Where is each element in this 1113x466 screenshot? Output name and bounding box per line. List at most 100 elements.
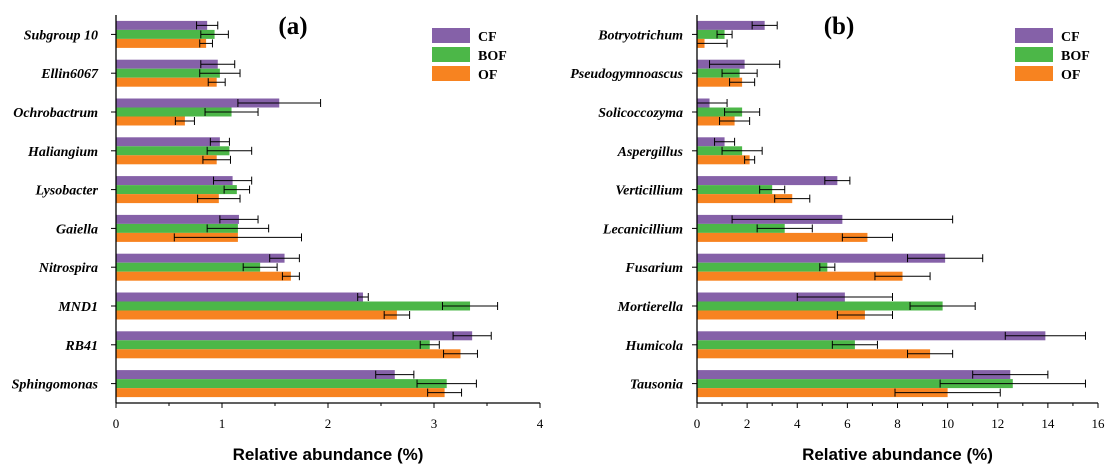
- error-bar: [836, 311, 893, 319]
- legend-label-of: OF: [1061, 68, 1080, 83]
- bar-cf: [116, 59, 218, 69]
- x-tick-label: 14: [1041, 416, 1055, 431]
- x-tick-label: 1: [219, 416, 226, 431]
- error-bar: [909, 302, 976, 310]
- bar-cf: [116, 20, 208, 30]
- error-bar: [199, 69, 241, 78]
- bar-of: [697, 388, 948, 398]
- bar-bof: [116, 185, 237, 195]
- error-bar: [242, 263, 278, 272]
- error-bar: [213, 176, 253, 185]
- legend: CF BOF OF: [432, 28, 507, 83]
- legend-label-cf: CF: [478, 30, 497, 45]
- bar-of: [116, 388, 445, 398]
- bar-bof: [697, 107, 743, 117]
- bar-of: [697, 271, 903, 281]
- bar-of: [116, 77, 217, 87]
- error-bar: [819, 263, 836, 272]
- error-bar: [207, 78, 226, 87]
- legend-swatch-bof: [432, 47, 470, 62]
- error-bar: [223, 185, 251, 194]
- category-label: Humicola: [624, 339, 683, 354]
- bar-bof: [116, 29, 215, 39]
- bar-cf: [116, 253, 285, 263]
- bar-bof: [116, 68, 220, 78]
- category-label: Pseudogymnoascus: [570, 67, 683, 82]
- error-bar: [724, 108, 761, 116]
- bar-bof: [116, 262, 261, 272]
- bar-cf: [116, 214, 239, 224]
- error-bar: [281, 272, 300, 281]
- legend-label-bof: BOF: [1061, 49, 1090, 64]
- error-bar: [375, 370, 415, 379]
- error-bar: [721, 69, 758, 78]
- bar-of: [697, 155, 750, 165]
- x-tick-label: 4: [537, 416, 544, 431]
- category-label: Nitrospira: [38, 261, 98, 276]
- legend-swatch-of: [1015, 66, 1053, 81]
- category-label: Mortierella: [617, 300, 683, 315]
- bar-cf: [116, 331, 473, 341]
- bar-of: [697, 349, 931, 359]
- category-label: Ochrobactrum: [13, 106, 98, 121]
- error-bar: [939, 379, 1086, 388]
- x-tick-label: 6: [844, 416, 851, 431]
- bar-of: [697, 116, 735, 126]
- bar-of: [697, 232, 868, 242]
- error-bar: [831, 340, 878, 349]
- bar-bof: [116, 146, 230, 156]
- error-bar: [759, 185, 786, 194]
- category-label: Verticillium: [615, 184, 683, 199]
- bar-of: [116, 310, 397, 320]
- category-label: MND1: [57, 300, 98, 315]
- error-bar: [209, 137, 230, 146]
- error-bar: [200, 60, 236, 69]
- error-bar: [173, 233, 302, 242]
- error-bar: [419, 340, 440, 349]
- error-bar: [907, 254, 984, 263]
- bar-bof: [697, 340, 855, 350]
- error-bar: [197, 194, 241, 203]
- error-bar: [841, 233, 893, 242]
- bar-bof: [697, 223, 785, 233]
- category-label: Solicoccozyma: [598, 106, 683, 121]
- error-bar: [907, 349, 954, 358]
- bar-bof: [116, 223, 238, 233]
- category-label: Ellin6067: [40, 67, 99, 82]
- panel-label: (a): [278, 13, 307, 40]
- x-tick-label: 10: [941, 416, 954, 431]
- legend: CF BOF OF: [1015, 28, 1090, 83]
- error-bar: [219, 215, 259, 224]
- error-bar: [721, 146, 763, 155]
- bar-cf: [116, 98, 280, 108]
- chart-panel-a: Subgroup 10 Ellin6067 Ochrobactrum Haliangi…: [12, 13, 544, 464]
- error-bar: [719, 117, 751, 125]
- bar-of: [116, 116, 185, 126]
- bar-bof: [697, 262, 828, 272]
- x-tick-label: 8: [894, 416, 901, 431]
- bar-bof: [116, 340, 430, 350]
- error-bar: [972, 370, 1049, 379]
- error-bar: [714, 137, 736, 146]
- bar-of: [697, 77, 743, 87]
- error-bar: [269, 254, 300, 263]
- legend-swatch-cf: [1015, 28, 1053, 43]
- legend-label-cf: CF: [1061, 30, 1080, 45]
- bar-cf: [697, 20, 765, 30]
- bar-cf: [697, 292, 845, 302]
- error-bar: [716, 30, 733, 39]
- bar-of: [116, 38, 207, 48]
- bar-bof: [697, 379, 1013, 389]
- x-tick-label: 2: [325, 416, 332, 431]
- bar-of: [116, 155, 217, 165]
- category-label: Fusarium: [624, 261, 683, 276]
- category-label: Gaiella: [56, 222, 98, 237]
- x-tick-label: 0: [694, 416, 701, 431]
- bar-bof: [697, 68, 740, 78]
- bar-cf: [116, 137, 220, 147]
- bar-of: [697, 310, 865, 320]
- error-bar: [729, 78, 756, 87]
- bar-of: [697, 194, 793, 204]
- error-bar: [174, 117, 195, 125]
- legend-swatch-of: [432, 66, 470, 81]
